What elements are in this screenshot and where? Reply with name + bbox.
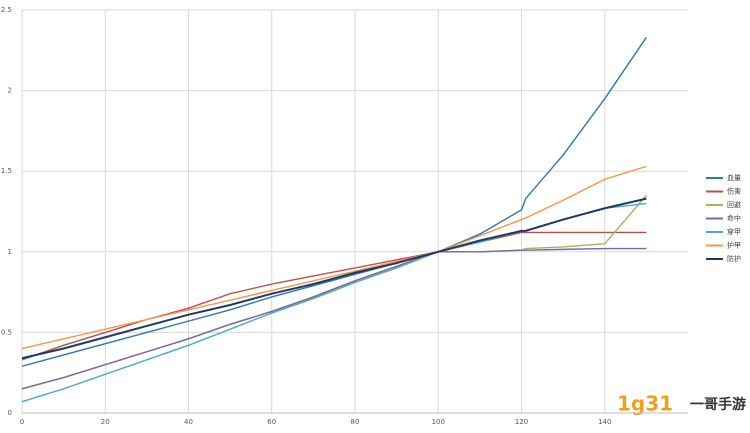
legend-label: 穿甲 — [727, 227, 741, 236]
y-tick-label: 2.5 — [1, 6, 12, 14]
line-series — [21, 165, 647, 350]
line-series — [21, 231, 647, 361]
y-tick-label: 1.5 — [1, 167, 12, 175]
watermark-logo: 1g31 — [617, 392, 673, 416]
line-series — [21, 37, 647, 367]
y-tick-label: 0.5 — [1, 328, 12, 336]
line-series — [21, 197, 647, 360]
line-series — [21, 247, 647, 390]
legend-label: 防护 — [727, 254, 741, 263]
y-tick-label: 0 — [8, 409, 12, 417]
watermark-name: 一哥手游 — [690, 396, 746, 413]
x-tick-label: 0 — [20, 418, 24, 426]
legend-label: 护甲 — [727, 241, 741, 250]
x-tick-label: 60 — [267, 418, 276, 426]
x-tick-label: 120 — [515, 418, 528, 426]
x-tick-label: 40 — [184, 418, 193, 426]
legend-label: 命中 — [727, 214, 741, 223]
legend-label: 伤害 — [727, 187, 741, 196]
legend-label: 血量 — [727, 173, 741, 182]
y-tick-label: 2 — [8, 87, 12, 95]
x-tick-label: 20 — [101, 418, 110, 426]
y-tick-label: 1 — [8, 248, 12, 256]
x-tick-label: 80 — [351, 418, 360, 426]
x-tick-label: 100 — [432, 418, 445, 426]
legend-label: 回避 — [727, 200, 741, 209]
x-tick-label: 140 — [598, 418, 611, 426]
